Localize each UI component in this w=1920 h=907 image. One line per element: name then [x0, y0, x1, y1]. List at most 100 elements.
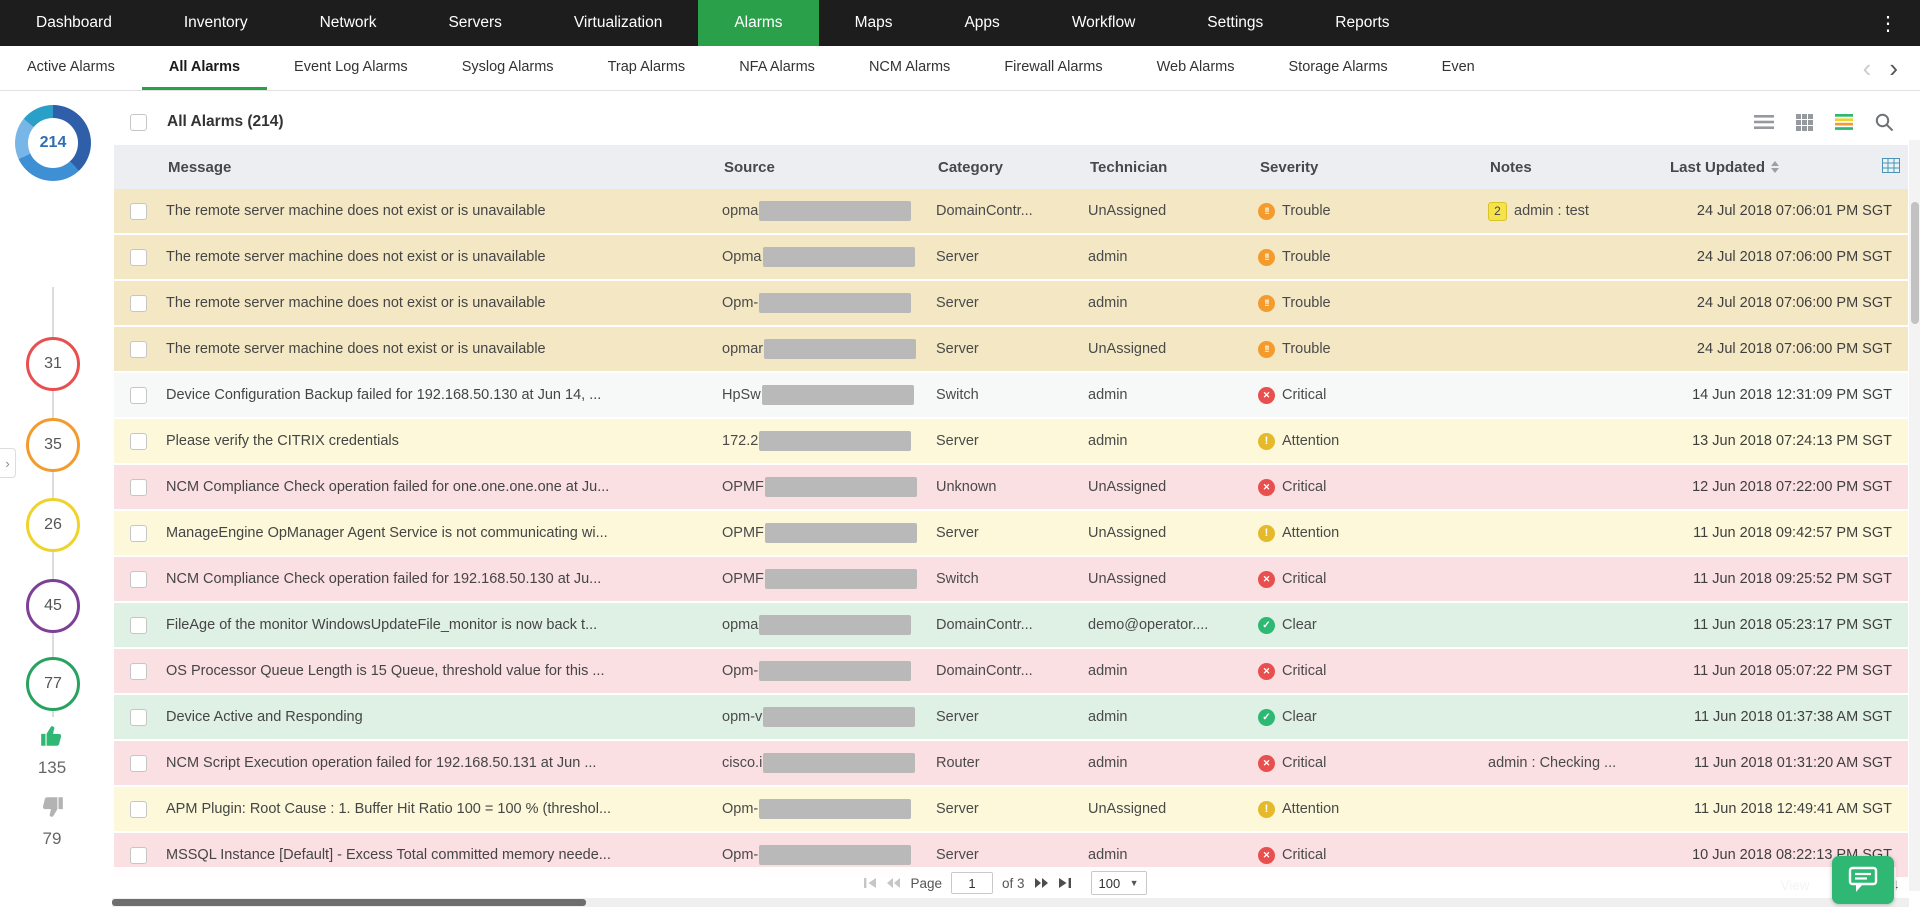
tab-nfa-alarms[interactable]: NFA Alarms — [739, 58, 815, 75]
sort-icon[interactable] — [1771, 161, 1780, 173]
thumbs-up-icon[interactable] — [0, 723, 104, 754]
table-row[interactable]: APM Plugin: Root Cause : 1. Buffer Hit R… — [114, 787, 1908, 831]
table-row[interactable]: Device Active and Responding opm-v Serve… — [114, 695, 1908, 739]
alarm-message[interactable]: OS Processor Queue Length is 15 Queue, t… — [166, 663, 605, 679]
tab-syslog-alarms[interactable]: Syslog Alarms — [461, 58, 554, 75]
column-header-source[interactable]: Source — [724, 158, 775, 176]
page-size-select[interactable]: 100 ▼ — [1090, 871, 1147, 895]
search-icon[interactable] — [1875, 113, 1894, 132]
row-checkbox[interactable] — [130, 340, 147, 358]
tab-ncm-alarms[interactable]: NCM Alarms — [868, 58, 951, 75]
topnav-item-maps[interactable]: Maps — [854, 14, 893, 31]
row-checkbox[interactable] — [130, 754, 147, 772]
previous-page-icon[interactable] — [886, 877, 901, 889]
table-row[interactable]: The remote server machine does not exist… — [114, 235, 1908, 279]
table-row[interactable]: Please verify the CITRIX credentials 172… — [114, 419, 1908, 463]
alarm-source[interactable]: Opm- — [722, 845, 936, 865]
sidebar-expand-icon[interactable]: › — [0, 448, 16, 478]
table-row[interactable]: The remote server machine does not exist… — [114, 281, 1908, 325]
tab-web-alarms[interactable]: Web Alarms — [1156, 58, 1235, 75]
alarm-source[interactable]: Opm- — [722, 799, 936, 819]
column-header-message[interactable]: Message — [168, 158, 232, 176]
topnav-item-network[interactable]: Network — [319, 14, 377, 31]
topnav-item-reports[interactable]: Reports — [1335, 14, 1390, 31]
row-checkbox[interactable] — [130, 616, 147, 634]
severity-count-circle[interactable]: 31 — [26, 337, 80, 391]
tabs-scroll-right-icon[interactable]: › — [1889, 53, 1898, 83]
alarm-message[interactable]: Device Active and Responding — [166, 709, 363, 725]
alarm-source[interactable]: HpSw — [722, 385, 936, 405]
last-page-icon[interactable] — [1058, 877, 1072, 889]
vertical-scrollbar[interactable] — [1909, 140, 1920, 891]
row-checkbox[interactable] — [130, 800, 147, 818]
severity-count-circle[interactable]: 35 — [26, 418, 80, 472]
alarm-source[interactable]: opma — [722, 201, 936, 221]
column-header-severity[interactable]: Severity — [1260, 158, 1319, 176]
row-checkbox[interactable] — [130, 570, 147, 588]
topnav-item-virtualization[interactable]: Virtualization — [573, 14, 663, 31]
severity-count-circle[interactable]: 26 — [26, 498, 80, 552]
tab-all-alarms[interactable]: All Alarms — [141, 46, 268, 90]
total-alarms-donut[interactable]: 214 — [15, 105, 91, 181]
table-row[interactable]: Device Configuration Backup failed for 1… — [114, 373, 1908, 417]
list-view-icon[interactable] — [1754, 114, 1774, 130]
table-row[interactable]: The remote server machine does not exist… — [114, 327, 1908, 371]
alarm-message[interactable]: The remote server machine does not exist… — [166, 341, 546, 357]
column-header-last-updated[interactable]: Last Updated — [1644, 159, 1908, 176]
tab-even[interactable]: Even — [1441, 58, 1475, 75]
horizontal-scrollbar-thumb[interactable] — [112, 899, 586, 906]
tabs-scroll-left-icon[interactable]: ‹ — [1862, 53, 1872, 83]
alarm-source[interactable]: 172.2 — [722, 431, 936, 451]
column-header-category[interactable]: Category — [938, 158, 1004, 176]
tab-active-alarms[interactable]: Active Alarms — [27, 58, 115, 75]
column-chooser-icon[interactable] — [1882, 158, 1900, 177]
severity-count-circle[interactable]: 45 — [26, 579, 80, 633]
notes-count-badge[interactable]: 2 — [1488, 201, 1507, 221]
row-checkbox[interactable] — [130, 294, 147, 312]
horizontal-scrollbar[interactable] — [112, 898, 1909, 907]
topnav-item-alarms[interactable]: Alarms — [698, 0, 819, 46]
alarm-message[interactable]: Device Configuration Backup failed for 1… — [166, 387, 602, 403]
page-number-input[interactable] — [951, 872, 993, 894]
select-all-checkbox[interactable] — [130, 113, 147, 131]
alarm-message[interactable]: The remote server machine does not exist… — [166, 203, 546, 219]
alarm-message[interactable]: The remote server machine does not exist… — [166, 295, 546, 311]
table-row[interactable]: ManageEngine OpManager Agent Service is … — [114, 511, 1908, 555]
row-checkbox[interactable] — [130, 524, 147, 542]
table-row[interactable]: NCM Compliance Check operation failed fo… — [114, 557, 1908, 601]
row-checkbox[interactable] — [130, 432, 147, 450]
column-header-technician[interactable]: Technician — [1090, 158, 1168, 176]
alarm-message[interactable]: FileAge of the monitor WindowsUpdateFile… — [166, 617, 598, 633]
more-menu-icon[interactable]: ⋮ — [1878, 12, 1898, 35]
topnav-item-inventory[interactable]: Inventory — [183, 14, 248, 31]
alarm-message[interactable]: NCM Compliance Check operation failed fo… — [166, 479, 610, 495]
topnav-item-workflow[interactable]: Workflow — [1071, 14, 1136, 31]
alarm-message[interactable]: Please verify the CITRIX credentials — [166, 433, 399, 449]
alarm-message[interactable]: NCM Script Execution operation failed fo… — [166, 755, 597, 771]
alarm-source[interactable]: OPMF — [722, 569, 936, 589]
card-view-icon[interactable] — [1796, 113, 1813, 131]
topnav-item-apps[interactable]: Apps — [964, 14, 1000, 31]
row-checkbox[interactable] — [130, 662, 147, 680]
thumbs-down-icon[interactable] — [0, 794, 104, 825]
column-header-notes[interactable]: Notes — [1490, 158, 1532, 176]
severity-view-icon[interactable] — [1835, 114, 1853, 130]
tab-event-log-alarms[interactable]: Event Log Alarms — [294, 58, 408, 75]
table-row[interactable]: FileAge of the monitor WindowsUpdateFile… — [114, 603, 1908, 647]
row-checkbox[interactable] — [130, 846, 147, 864]
table-row[interactable]: NCM Script Execution operation failed fo… — [114, 741, 1908, 785]
alarm-source[interactable]: cisco.i — [722, 753, 936, 773]
topnav-item-settings[interactable]: Settings — [1207, 14, 1264, 31]
alarm-source[interactable]: Opma — [722, 247, 936, 267]
tab-firewall-alarms[interactable]: Firewall Alarms — [1004, 58, 1103, 75]
vertical-scrollbar-thumb[interactable] — [1910, 202, 1919, 324]
row-checkbox[interactable] — [130, 478, 147, 496]
alarm-source[interactable]: opma — [722, 615, 936, 635]
next-page-icon[interactable] — [1034, 877, 1049, 889]
alarm-source[interactable]: opmar — [722, 339, 936, 359]
alarm-source[interactable]: OPMF — [722, 477, 936, 497]
alarm-message[interactable]: APM Plugin: Root Cause : 1. Buffer Hit R… — [166, 801, 612, 817]
alarm-source[interactable]: opm-v — [722, 707, 936, 727]
alarm-message[interactable]: The remote server machine does not exist… — [166, 249, 546, 265]
alarm-source[interactable]: Opm- — [722, 661, 936, 681]
